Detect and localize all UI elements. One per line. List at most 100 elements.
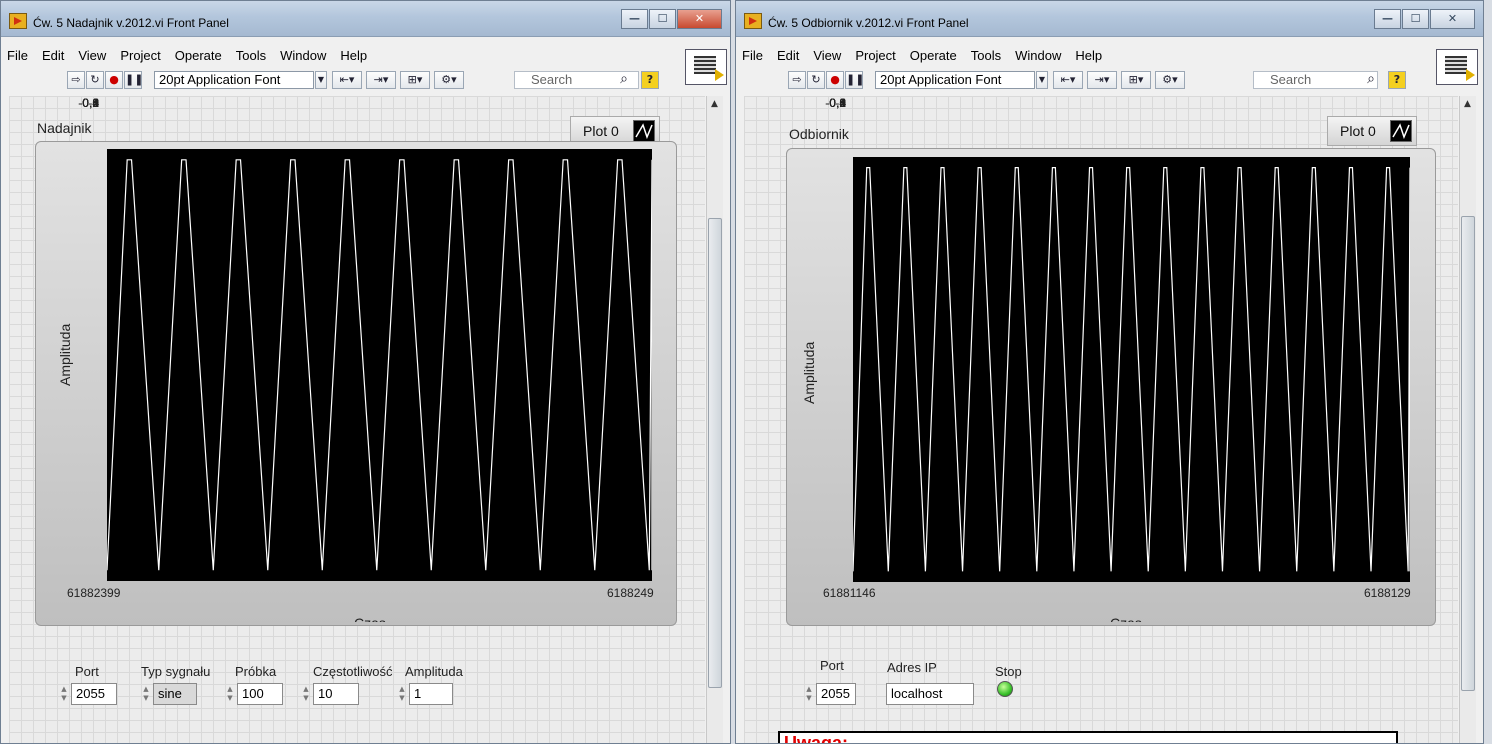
align-objects-icon[interactable]: ⇤▾ (1053, 71, 1083, 89)
scroll-thumb[interactable] (708, 218, 722, 688)
search-input[interactable]: Search (514, 71, 639, 89)
port-label: Port (820, 658, 844, 673)
frequency-control[interactable]: ▲ ▼ 10 (301, 683, 361, 705)
run-continuously-icon[interactable]: ↻ (86, 71, 104, 89)
menu-help[interactable]: Help (340, 48, 368, 63)
maximize-button[interactable]: ☐ (649, 9, 676, 29)
help-icon[interactable]: ? (1388, 71, 1406, 89)
frequency-field[interactable]: 10 (313, 683, 359, 705)
pause-icon[interactable]: ❚❚ (845, 71, 864, 89)
maximize-button[interactable]: ☐ (1402, 9, 1429, 29)
abort-icon[interactable]: ● (826, 71, 844, 89)
run-arrow-icon[interactable]: ⇨ (788, 71, 806, 89)
reorder-icon[interactable]: ⚙▾ (434, 71, 464, 89)
spinner-icon[interactable]: ▲ ▼ (143, 685, 149, 702)
menu-view[interactable]: View (813, 48, 842, 63)
x-tick-end: 6188249 (607, 586, 654, 600)
y-tick-label: 0,8 (82, 96, 99, 110)
run-arrow-icon[interactable]: ⇨ (67, 71, 85, 89)
spinner-icon[interactable]: ▲ ▼ (399, 685, 405, 702)
menu-edit[interactable]: Edit (41, 48, 65, 63)
signal-type-control[interactable]: ▲ ▼ sine (141, 683, 199, 705)
receiver-window: Ćw. 5 Odbiornik v.2012.vi Front Panel — … (735, 0, 1484, 744)
menu-help[interactable]: Help (1075, 48, 1103, 63)
run-continuously-icon[interactable]: ↻ (807, 71, 825, 89)
port-field[interactable]: 2055 (816, 683, 856, 705)
ip-address-control[interactable]: localhost (874, 683, 974, 705)
y-tick-label: -0,8 (78, 96, 99, 110)
pause-icon[interactable]: ❚❚ (124, 71, 143, 89)
menu-window[interactable]: Window (280, 48, 327, 63)
sample-field[interactable]: 100 (237, 683, 283, 705)
y-tick-label: -0,4 (825, 96, 846, 110)
spinner-icon[interactable]: ▲ ▼ (303, 685, 309, 702)
search-icon[interactable]: ⌕ (620, 71, 628, 87)
chevron-down-icon[interactable]: ▼ (1036, 71, 1048, 89)
resize-objects-icon[interactable]: ⊞▾ (1121, 71, 1151, 89)
menu-view[interactable]: View (78, 48, 107, 63)
vi-connector-icon (1436, 49, 1478, 85)
resize-objects-icon[interactable]: ⊞▾ (400, 71, 430, 89)
labview-vi-icon (9, 13, 27, 29)
minimize-button[interactable]: — (621, 9, 648, 29)
amplitude-control[interactable]: ▲ ▼ 1 (397, 683, 457, 705)
window-title: Ćw. 5 Nadajnik v.2012.vi Front Panel (33, 16, 229, 30)
abort-icon[interactable]: ● (105, 71, 123, 89)
reorder-icon[interactable]: ⚙▾ (1155, 71, 1185, 89)
y-axis-label: Amplituda (801, 341, 817, 404)
minimize-button[interactable]: — (1374, 9, 1401, 29)
menu-project[interactable]: Project (120, 48, 161, 63)
title-bar[interactable]: Ćw. 5 Odbiornik v.2012.vi Front Panel — … (736, 1, 1483, 37)
signal-type-field[interactable]: sine (153, 683, 197, 705)
menu-project[interactable]: Project (855, 48, 896, 63)
chevron-down-icon[interactable]: ▼ (315, 71, 327, 89)
sample-control[interactable]: ▲ ▼ 100 (225, 683, 285, 705)
search-icon[interactable]: ⌕ (1367, 71, 1375, 87)
menu-window[interactable]: Window (1015, 48, 1062, 63)
spinner-icon[interactable]: ▲ ▼ (61, 685, 67, 702)
spinner-icon[interactable]: ▲ ▼ (227, 685, 233, 702)
distribute-objects-icon[interactable]: ⇥▾ (1087, 71, 1117, 89)
close-button[interactable]: ✕ (677, 9, 722, 29)
amplitude-label: Amplituda (405, 664, 463, 679)
signal-type-label: Typ sygnału (141, 664, 211, 679)
menu-tools[interactable]: Tools (970, 48, 1002, 63)
y-axis-label: Amplituda (57, 323, 73, 386)
y-tick-label: -0,6 (825, 96, 846, 110)
help-icon[interactable]: ? (641, 71, 659, 89)
menu-file[interactable]: File (742, 48, 763, 63)
font-selector[interactable]: 20pt Application Font (154, 71, 314, 89)
vertical-scrollbar[interactable]: ▲ (1459, 96, 1476, 743)
menu-file[interactable]: File (7, 48, 28, 63)
port-control[interactable]: ▲ ▼ 2055 (804, 683, 864, 705)
labview-vi-icon (744, 13, 762, 29)
menu-edit[interactable]: Edit (776, 48, 800, 63)
title-bar[interactable]: Ćw. 5 Nadajnik v.2012.vi Front Panel — ☐… (1, 1, 730, 37)
graph-label: Nadajnik (37, 120, 92, 136)
plot-area (107, 149, 652, 581)
y-tick-label: 0,4 (82, 96, 99, 110)
front-panel: Odbiornik Plot 0 Amplituda 1 0,8 0,6 0,4 0,2… (744, 96, 1458, 743)
amplitude-field[interactable]: 1 (409, 683, 453, 705)
legend-label: Plot 0 (1340, 123, 1376, 139)
align-objects-icon[interactable]: ⇤▾ (332, 71, 362, 89)
scroll-up-icon[interactable]: ▲ (711, 99, 718, 109)
spinner-icon[interactable]: ▲ ▼ (806, 685, 812, 702)
vertical-scrollbar[interactable]: ▲ (706, 96, 723, 743)
series-line (853, 167, 1410, 572)
menu-operate[interactable]: Operate (909, 48, 957, 63)
port-control[interactable]: ▲ ▼ 2055 (59, 683, 119, 705)
scroll-thumb[interactable] (1461, 216, 1475, 691)
font-selector[interactable]: 20pt Application Font (875, 71, 1035, 89)
close-button[interactable]: ✕ (1430, 9, 1475, 29)
menu-tools[interactable]: Tools (235, 48, 267, 63)
scroll-up-icon[interactable]: ▲ (1464, 99, 1471, 109)
plot-legend[interactable]: Plot 0 (1327, 116, 1417, 146)
distribute-objects-icon[interactable]: ⇥▾ (366, 71, 396, 89)
port-field[interactable]: 2055 (71, 683, 117, 705)
stop-led-button[interactable] (997, 681, 1013, 697)
menu-operate[interactable]: Operate (174, 48, 222, 63)
y-tick-label: 0,6 (82, 96, 99, 110)
search-input[interactable]: Search (1253, 71, 1378, 89)
ip-address-field[interactable]: localhost (886, 683, 974, 705)
